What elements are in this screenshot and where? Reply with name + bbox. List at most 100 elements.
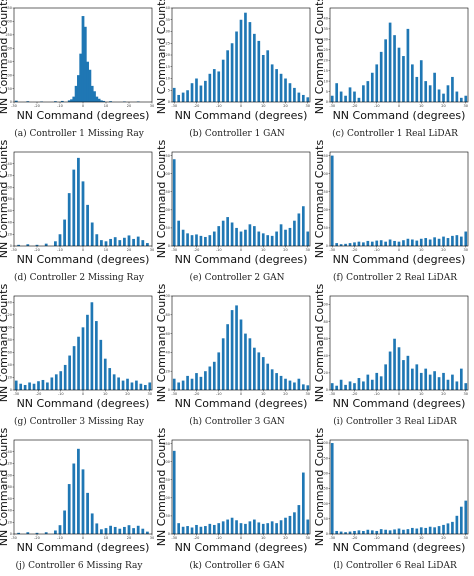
histogram-bar bbox=[212, 231, 216, 246]
y-tick-label: 20 bbox=[166, 369, 170, 373]
histogram-bar bbox=[177, 220, 181, 246]
histogram-bar bbox=[279, 224, 283, 246]
x-tick-label: -10 bbox=[374, 536, 380, 540]
histogram-bar bbox=[335, 530, 339, 534]
histogram-bar bbox=[253, 226, 256, 246]
y-tick-label: 0 bbox=[326, 100, 328, 104]
y-tick-label: 30 bbox=[166, 30, 170, 34]
histogram-bar bbox=[446, 85, 450, 102]
histogram-bar bbox=[88, 69, 92, 102]
histogram-bar bbox=[181, 380, 185, 390]
y-tick-label: 0 bbox=[10, 388, 12, 392]
histogram-bar bbox=[143, 384, 147, 390]
x-axis-label: NN Command (degrees) bbox=[333, 541, 466, 554]
histogram-bar bbox=[132, 238, 135, 246]
histogram-bar bbox=[419, 238, 423, 246]
histogram-bar bbox=[406, 28, 410, 103]
histogram-bar bbox=[221, 521, 225, 534]
y-tick-label: 0 bbox=[326, 244, 328, 248]
histogram-bar bbox=[195, 234, 198, 246]
x-tick-label: -10 bbox=[216, 104, 222, 108]
x-axis-label: NN Command (degrees) bbox=[17, 109, 150, 122]
histogram-bar bbox=[275, 523, 278, 534]
x-tick-label: 10 bbox=[419, 536, 423, 540]
histogram-bar bbox=[270, 64, 274, 102]
histogram-bar bbox=[54, 530, 57, 534]
histogram-bar bbox=[217, 226, 221, 246]
histogram-bar bbox=[108, 368, 112, 390]
histogram-bar bbox=[54, 241, 57, 246]
histogram-bar bbox=[41, 379, 45, 390]
x-tick-label: -20 bbox=[36, 392, 42, 396]
histogram-bar bbox=[93, 91, 96, 102]
x-tick-label: -20 bbox=[34, 248, 40, 252]
subfigure-caption: (a) Controller 1 Missing Ray bbox=[14, 129, 144, 139]
x-tick-label: -30 bbox=[171, 248, 177, 252]
y-tick-label: 0 bbox=[168, 388, 170, 392]
histogram-bar bbox=[464, 231, 468, 246]
histogram-bar bbox=[244, 523, 247, 534]
histogram-bar bbox=[357, 97, 361, 102]
histogram-bar bbox=[411, 239, 414, 246]
y-tick-label: 100 bbox=[321, 303, 328, 307]
histogram-bar bbox=[148, 382, 152, 390]
histogram-bar bbox=[95, 234, 99, 246]
y-axis-label: NN Command Counts bbox=[313, 428, 326, 547]
histogram-bar bbox=[451, 521, 454, 534]
histogram-bar bbox=[230, 517, 234, 534]
x-tick-label: 10 bbox=[261, 248, 265, 252]
histogram-bar bbox=[172, 159, 176, 246]
histogram-bar bbox=[58, 234, 62, 246]
y-tick-label: 50 bbox=[166, 514, 170, 518]
x-tick-label: -30 bbox=[329, 104, 335, 108]
histogram-bar bbox=[279, 520, 283, 534]
histogram-bar bbox=[384, 241, 387, 246]
histogram-bar bbox=[79, 53, 83, 102]
histogram-bar bbox=[393, 35, 396, 102]
x-tick-label: -10 bbox=[216, 248, 222, 252]
histogram-bar bbox=[235, 227, 238, 246]
histogram-bar bbox=[35, 532, 39, 534]
histogram-bar bbox=[239, 231, 243, 246]
histogram-bar bbox=[77, 336, 80, 390]
histogram-bar bbox=[23, 384, 27, 390]
histogram-bar bbox=[275, 231, 278, 246]
histogram-bar bbox=[253, 347, 256, 390]
histogram-bar bbox=[297, 92, 301, 102]
histogram-bar bbox=[455, 381, 459, 390]
histogram-bar bbox=[72, 96, 76, 102]
y-tick-label: 60 bbox=[166, 332, 170, 336]
histogram-bar bbox=[348, 87, 352, 102]
y-tick-label: 25 bbox=[166, 41, 170, 45]
histogram-bar bbox=[181, 92, 185, 102]
histogram-bar bbox=[81, 469, 85, 534]
y-tick-label: 0 bbox=[168, 532, 170, 536]
x-tick-label: -30 bbox=[11, 104, 17, 108]
histogram-bar bbox=[284, 378, 287, 390]
histogram-bar bbox=[226, 519, 229, 534]
histogram-bar bbox=[370, 72, 374, 102]
histogram-bar bbox=[46, 382, 49, 390]
histogram-bar bbox=[126, 378, 129, 390]
histogram-bar bbox=[141, 528, 145, 534]
histogram-bar bbox=[86, 204, 89, 246]
y-tick-label: 50 bbox=[324, 226, 328, 230]
histogram-bar bbox=[58, 525, 62, 534]
y-tick-label: 200 bbox=[5, 46, 12, 50]
histogram-bar bbox=[235, 305, 238, 390]
y-tick-label: 20 bbox=[324, 58, 328, 62]
subfigure-caption: (j) Controller 6 Missing Ray bbox=[15, 561, 143, 571]
histogram-bar bbox=[455, 235, 459, 246]
y-tick-label: 250 bbox=[321, 154, 328, 158]
histogram-bar bbox=[384, 364, 387, 390]
histogram-bar bbox=[293, 512, 296, 534]
histogram-bar bbox=[284, 229, 287, 246]
histogram-bar bbox=[26, 244, 30, 246]
bars bbox=[330, 443, 468, 534]
plot-frame bbox=[329, 151, 469, 247]
histogram-bar bbox=[100, 529, 103, 534]
histogram-bar bbox=[335, 83, 339, 102]
histogram-bar bbox=[44, 532, 48, 534]
y-tick-label: 50 bbox=[8, 87, 12, 91]
